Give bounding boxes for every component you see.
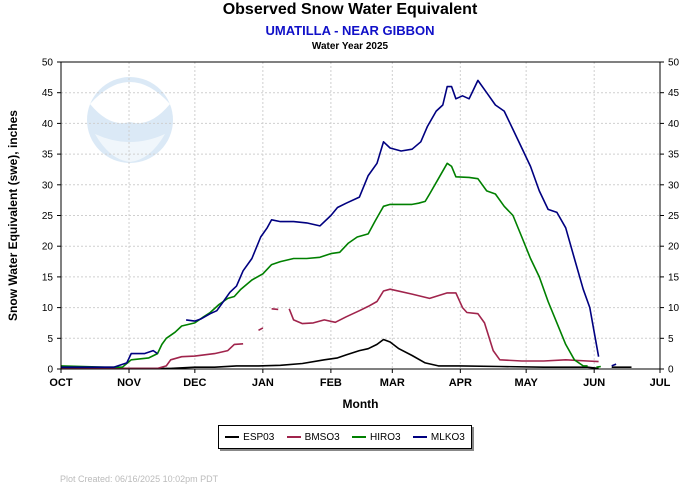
legend: ESP03 BMSO3 HIRO3 MLKO3 <box>218 425 472 449</box>
y-tick-label: 0 <box>47 365 53 376</box>
y-tick-label: 25 <box>42 211 54 222</box>
series-line-mlko3 <box>611 363 617 367</box>
legend-item-esp03: ESP03 <box>225 432 274 443</box>
y-tick-label: 40 <box>42 119 54 130</box>
legend-swatch <box>225 436 240 438</box>
series-lines <box>60 79 632 370</box>
legend-swatch <box>352 436 367 438</box>
series-line-bmso3 <box>271 308 279 311</box>
legend-item-mlko3: MLKO3 <box>412 431 465 443</box>
y-axis-label: Snow Water Equivalent (swe), inches <box>6 110 20 321</box>
y-tick-label-right: 35 <box>668 150 680 161</box>
y-tick-label-right: 45 <box>668 88 680 99</box>
series-line-hiro3 <box>60 162 588 369</box>
plot-area <box>61 62 660 369</box>
water-year: Water Year 2025 <box>311 41 389 52</box>
x-axis-label: Month <box>343 397 379 411</box>
y-tick-label-right: 10 <box>668 303 680 314</box>
x-tick-label: MAR <box>380 377 405 389</box>
y-tick-label: 30 <box>42 180 54 191</box>
y-tick-label: 15 <box>42 272 54 283</box>
series-esp03 <box>61 338 632 370</box>
plot-created-footer: Plot Created: 06/16/2025 10:02pm PDT <box>60 474 219 484</box>
x-tick-label: APR <box>449 377 472 389</box>
y-tick-label: 45 <box>42 88 54 99</box>
y-tick-label-right: 20 <box>668 242 680 253</box>
series-line-bmso3 <box>61 343 244 370</box>
y-tick-label-right: 0 <box>668 365 674 376</box>
y-tick-label: 50 <box>42 58 54 69</box>
legend-label: BMSO3 <box>304 431 340 443</box>
y-tick-label-right: 25 <box>668 211 680 222</box>
series-line-bmso3 <box>258 327 264 332</box>
x-tick-label: OCT <box>49 377 73 389</box>
legend-item-hiro3: HIRO3 <box>352 432 401 443</box>
y-tick-label-right: 40 <box>668 119 680 130</box>
noaa-logo: NOAA <box>87 77 173 163</box>
y-tick-label: 5 <box>47 334 53 345</box>
x-tick-label: JAN <box>252 377 274 389</box>
y-tick-label-right: 5 <box>668 334 674 345</box>
legend-swatch <box>412 436 427 438</box>
noaa-logo-text: NOAA <box>111 90 150 105</box>
series-mlko3 <box>61 79 617 369</box>
series-hiro3 <box>60 162 601 369</box>
x-tick-label: JUN <box>583 377 605 389</box>
axes: 0 0 5 5 10 10 15 15 20 20 25 25 30 30 35 35 40 40 45 45 50 50… <box>42 58 680 390</box>
y-tick-label: 20 <box>42 242 54 253</box>
series-bmso3 <box>61 288 599 370</box>
y-tick-label-right: 15 <box>668 272 680 283</box>
y-tick-label: 10 <box>42 303 54 314</box>
x-tick-label: NOV <box>117 377 142 389</box>
legend-label: ESP03 <box>243 431 275 443</box>
y-tick-label-right: 50 <box>668 58 680 69</box>
legend-swatch <box>286 436 301 438</box>
x-tick-label: FEB <box>320 377 342 389</box>
series-line-bmso3 <box>288 288 599 363</box>
station-name: UMATILLA - NEAR GIBBON <box>265 23 435 38</box>
y-tick-label-right: 30 <box>668 180 680 191</box>
x-tick-label: MAY <box>514 377 538 389</box>
series-line-esp03 <box>61 338 599 370</box>
series-line-hiro3 <box>596 365 601 368</box>
legend-label: MLKO3 <box>430 431 465 443</box>
series-line-mlko3 <box>61 349 158 369</box>
series-line-mlko3 <box>185 79 600 357</box>
chart-title: Observed Snow Water Equivalent <box>222 1 478 18</box>
x-tick-label: DEC <box>183 377 206 389</box>
x-tick-label: JUL <box>650 377 671 389</box>
legend-item-bmso3: BMSO3 <box>286 431 340 443</box>
y-tick-label: 35 <box>42 150 54 161</box>
legend-label: HIRO3 <box>370 431 401 443</box>
